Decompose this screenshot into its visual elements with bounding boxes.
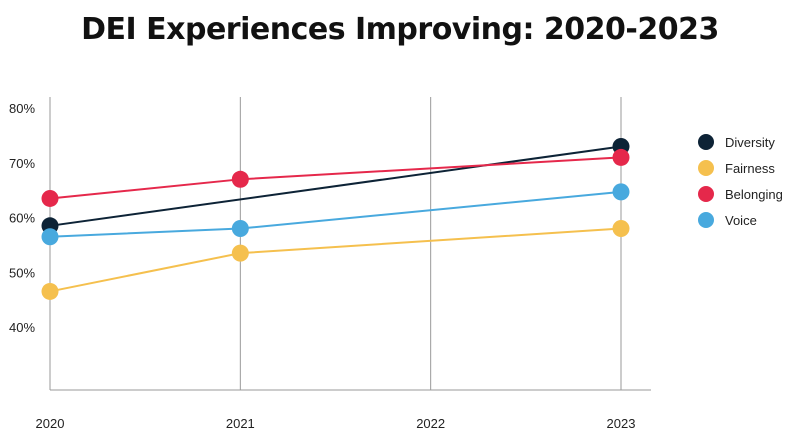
y-tick-label: 80% — [9, 101, 35, 116]
legend-label-fairness: Fairness — [725, 161, 775, 176]
data-point-voice — [41, 228, 59, 246]
x-tick-label: 2023 — [607, 416, 636, 431]
data-point-belonging — [612, 148, 630, 166]
grid-lines — [239, 97, 622, 390]
series-line-diversity — [49, 145, 622, 227]
y-tick-label: 60% — [9, 211, 35, 226]
x-tick-label: 2021 — [226, 416, 255, 431]
legend-marker-fairness — [698, 160, 714, 176]
legend: Diversity Fairness Belonging Voice — [698, 134, 783, 228]
series-group — [41, 137, 630, 300]
x-axis: 2020 2021 2022 2023 — [36, 389, 651, 431]
y-axis: 80% 70% 60% 50% 40% — [9, 97, 51, 390]
y-tick-label: 70% — [9, 156, 35, 171]
series-voice — [41, 183, 630, 246]
legend-item-belonging: Belonging — [698, 186, 783, 202]
data-point-fairness — [612, 220, 630, 238]
x-tick-label: 2020 — [36, 416, 65, 431]
data-point-fairness — [231, 244, 249, 262]
legend-marker-voice — [698, 212, 714, 228]
data-point-voice — [612, 183, 630, 201]
y-tick-label: 50% — [9, 265, 35, 280]
data-point-belonging — [231, 170, 249, 188]
chart-title: DEI Experiences Improving: 2020-2023 — [81, 12, 719, 47]
legend-marker-diversity — [698, 134, 714, 150]
series-belonging — [41, 148, 630, 207]
data-point-voice — [231, 220, 249, 238]
y-tick-label: 40% — [9, 320, 35, 335]
legend-label-diversity: Diversity — [725, 135, 775, 150]
x-tick-label: 2022 — [416, 416, 445, 431]
legend-item-fairness: Fairness — [698, 160, 775, 176]
legend-item-voice: Voice — [698, 212, 757, 228]
legend-label-voice: Voice — [725, 213, 757, 228]
series-line-belonging — [49, 156, 622, 200]
series-fairness — [41, 220, 630, 300]
data-point-fairness — [41, 282, 59, 300]
legend-label-belonging: Belonging — [725, 187, 783, 202]
data-point-belonging — [41, 189, 59, 207]
legend-marker-belonging — [698, 186, 714, 202]
series-line-fairness — [49, 227, 622, 293]
legend-item-diversity: Diversity — [698, 134, 775, 150]
